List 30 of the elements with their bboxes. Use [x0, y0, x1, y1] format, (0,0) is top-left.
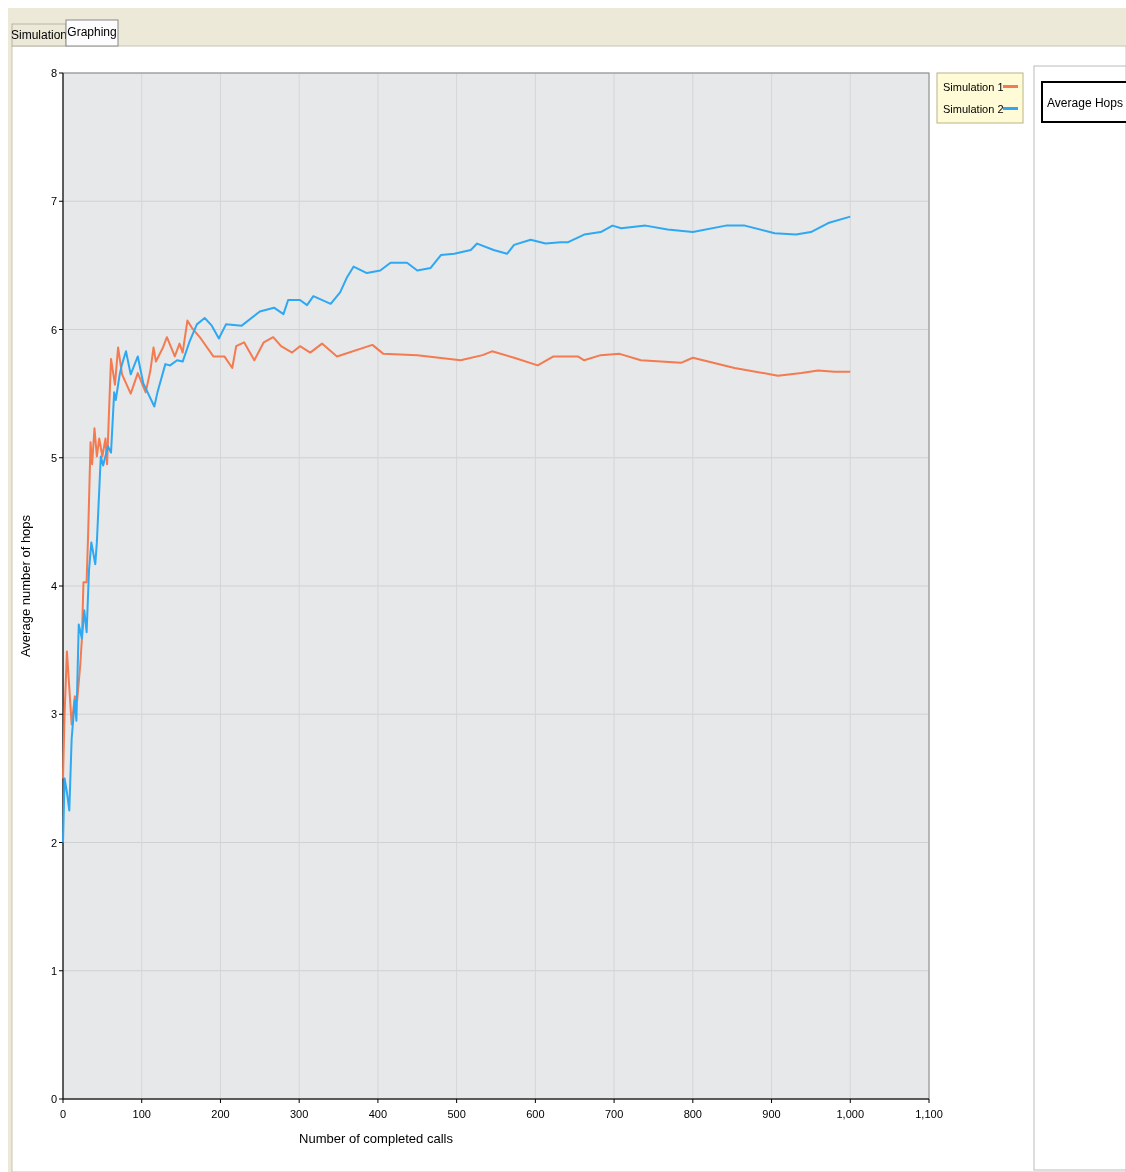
button: Average Hops: [1041, 81, 1126, 123]
tab: Simulation: [11, 23, 67, 47]
x-tick-label: 300: [290, 1108, 309, 1120]
y-tick-label: 8: [50, 67, 57, 79]
x-tick-label: 0: [59, 1108, 67, 1120]
x-axis-title: Number of completed calls: [299, 1131, 454, 1146]
x-tick-label: 400: [368, 1108, 388, 1120]
tab: Graphing: [65, 19, 119, 47]
legend-label: Simulation 2: [943, 103, 1004, 115]
x-tick-label: 100: [132, 1108, 151, 1120]
y-tick-label: 7: [50, 195, 57, 208]
x-tick-label: 500: [447, 1108, 466, 1120]
line-series: [62, 319, 852, 780]
x-tick-label: 200: [211, 1108, 230, 1120]
y-tick-label: 5: [50, 451, 57, 464]
x-tick-label: 900: [762, 1108, 781, 1120]
line-series: [62, 215, 852, 844]
x-tick-label: 1,000: [836, 1108, 865, 1120]
x-tick-label: 600: [526, 1108, 545, 1120]
x-tick-label: 1,100: [915, 1108, 943, 1120]
x-tick-label: 700: [604, 1108, 624, 1120]
y-tick-label: 2: [50, 836, 57, 849]
legend-label: Simulation 1: [943, 81, 1004, 93]
y-axis-title: Average number of hops: [18, 514, 33, 658]
y-tick-label: 3: [50, 708, 57, 721]
y-tick-label: 0: [50, 1093, 57, 1105]
y-tick-label: 4: [50, 580, 57, 592]
y-tick-label: 6: [50, 323, 57, 336]
y-tick-label: 1: [50, 964, 57, 977]
x-tick-label: 800: [683, 1108, 702, 1120]
